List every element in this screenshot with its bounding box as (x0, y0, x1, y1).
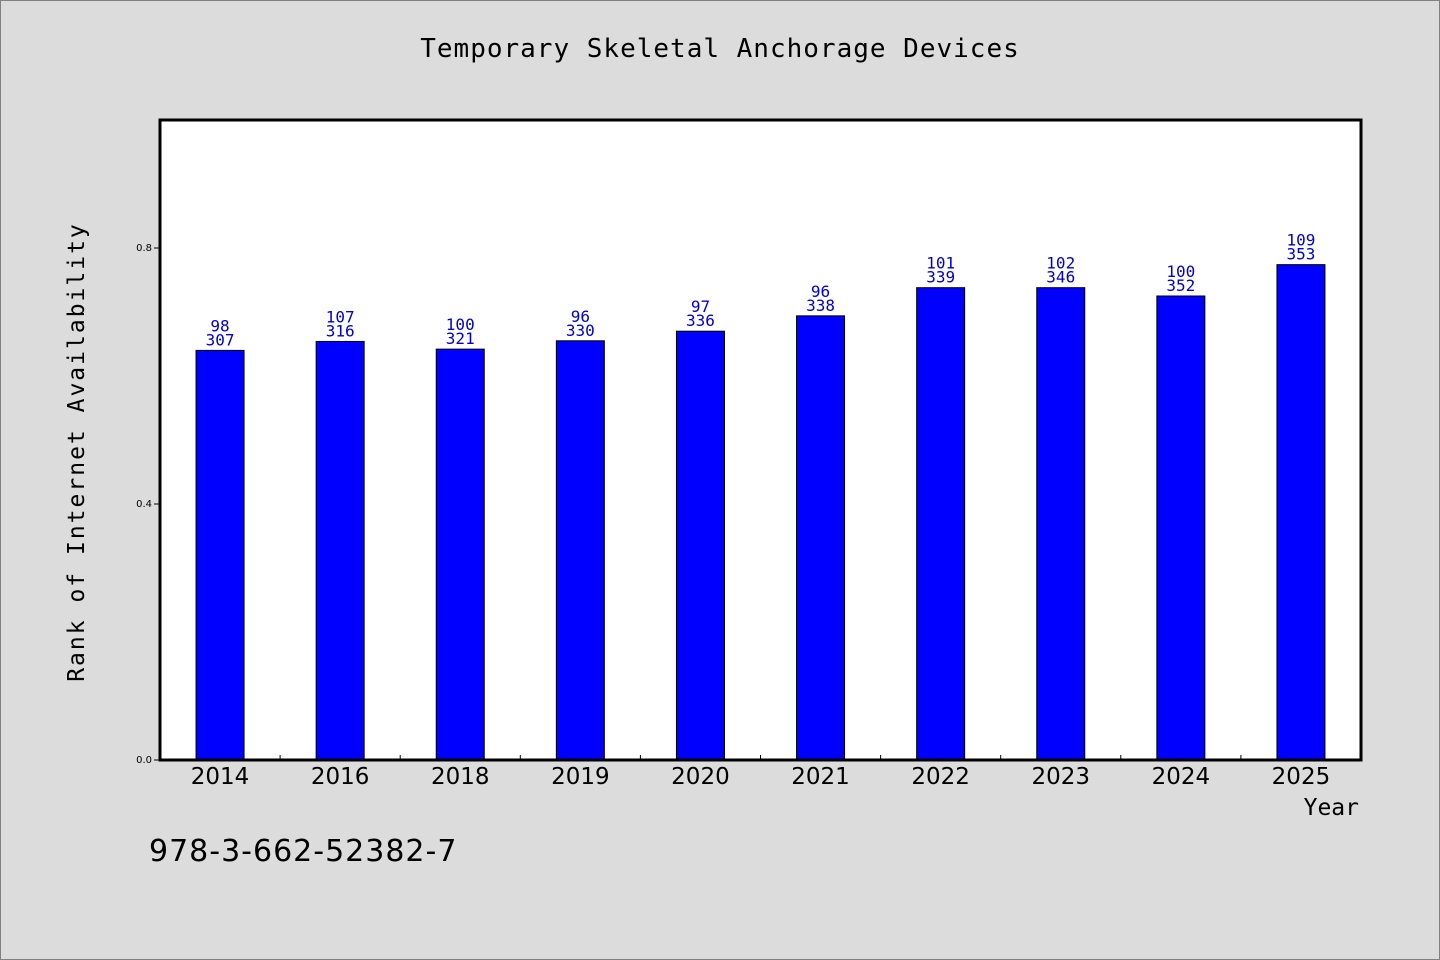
x-tick-label: 2016 (311, 764, 370, 790)
y-tick-label: 0.4 (136, 499, 152, 510)
bar-label-bottom: 353 (1286, 245, 1315, 264)
bar-label-top: 107 (326, 307, 355, 326)
x-tick-label: 2020 (671, 764, 730, 790)
x-tick-label: 2014 (191, 764, 250, 790)
bar-label-bottom: 339 (926, 268, 955, 287)
plot-border (158, 118, 1363, 762)
x-tick-label: 2018 (431, 764, 490, 790)
y-tick-label: 0.0 (136, 755, 152, 766)
x-tick-label: 2024 (1152, 764, 1211, 790)
x-tick-label: 2019 (551, 764, 610, 790)
x-axis-title: Year (1303, 795, 1359, 821)
bar-label-top: 97 (691, 297, 710, 316)
x-tick-label: 2021 (791, 764, 850, 790)
bar-label-top: 98 (210, 316, 229, 335)
bar (1276, 264, 1326, 761)
bar (675, 330, 725, 761)
bar-label-bottom: 316 (326, 321, 355, 340)
bar-label-bottom: 352 (1166, 276, 1195, 295)
x-tick-label: 2022 (911, 764, 970, 790)
bar-label-bottom: 336 (686, 311, 715, 330)
bar-label-bottom: 346 (1046, 268, 1075, 287)
bar-label-bottom: 330 (566, 321, 595, 340)
bar-label-top: 96 (571, 307, 590, 326)
x-tick-label: 2023 (1031, 764, 1090, 790)
bar-label-top: 96 (811, 282, 830, 301)
y-tick-label: 0.8 (136, 243, 152, 254)
bar-label-top: 100 (446, 315, 475, 334)
bar-label-top: 101 (926, 254, 955, 273)
bar (916, 287, 966, 761)
bar (796, 315, 846, 761)
chart-title: Temporary Skeletal Anchorage Devices (420, 34, 1020, 64)
bar (435, 348, 485, 761)
bar-label-top: 102 (1046, 254, 1075, 273)
bar-label-bottom: 321 (446, 329, 475, 348)
bar (1036, 287, 1086, 761)
bar (1156, 295, 1206, 761)
isbn-footer: 978-3-662-52382-7 (149, 834, 458, 869)
bar (555, 340, 605, 761)
bar-label-top: 109 (1286, 231, 1315, 250)
bar (315, 340, 365, 761)
bar (195, 349, 245, 761)
x-tick-label: 2025 (1272, 764, 1331, 790)
bar-label-top: 100 (1166, 262, 1195, 281)
bar-label-bottom: 338 (806, 296, 835, 315)
bar-label-bottom: 307 (206, 330, 235, 349)
